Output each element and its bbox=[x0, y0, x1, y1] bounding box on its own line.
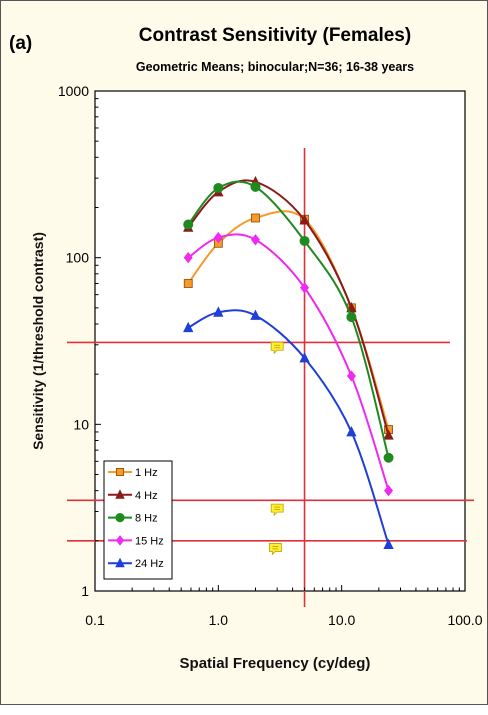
legend-label: 8 Hz bbox=[135, 513, 158, 525]
data-point bbox=[213, 231, 223, 244]
comment-icon bbox=[270, 341, 284, 355]
data-point bbox=[346, 370, 356, 382]
y-tick-label: 1000 bbox=[58, 83, 89, 99]
series-layer bbox=[183, 175, 394, 549]
x-tick-label: 1.0 bbox=[209, 612, 229, 628]
legend-entry: 24 Hz bbox=[108, 557, 164, 570]
data-point bbox=[183, 252, 193, 264]
axis-ticks: 0.1 1.0 10.0 100.0 1 10 100 1000 bbox=[58, 83, 483, 628]
data-point bbox=[384, 485, 394, 497]
legend-label: 4 Hz bbox=[135, 490, 158, 502]
legend-label: 1 Hz bbox=[135, 467, 158, 479]
legend-entry: 8 Hz bbox=[108, 513, 158, 525]
data-point bbox=[213, 182, 224, 193]
contrast-sensitivity-chart: (a) Contrast Sensitivity (Females) Geome… bbox=[9, 25, 483, 672]
data-point bbox=[183, 219, 194, 230]
series-15-hz bbox=[183, 231, 394, 497]
legend-label: 15 Hz bbox=[135, 535, 164, 547]
legend-entry: 4 Hz bbox=[108, 489, 158, 502]
legend-marker bbox=[115, 489, 125, 499]
comment-markers bbox=[268, 341, 284, 556]
legend-entry: 1 Hz bbox=[108, 467, 158, 479]
data-point bbox=[183, 279, 193, 288]
y-tick-label: 10 bbox=[73, 416, 89, 432]
data-point bbox=[383, 538, 394, 549]
x-tick-label: 10.0 bbox=[328, 612, 355, 628]
x-tick-label: 0.1 bbox=[85, 612, 105, 628]
chart-subtitle: Geometric Means; binocular;N=36; 16-38 y… bbox=[136, 60, 414, 74]
series-8-hz bbox=[183, 180, 394, 463]
panel-label: (a) bbox=[9, 33, 32, 54]
data-point bbox=[251, 213, 260, 223]
data-point bbox=[299, 235, 310, 246]
data-point bbox=[250, 309, 261, 320]
chart-title: Contrast Sensitivity (Females) bbox=[139, 25, 411, 46]
data-point bbox=[299, 352, 310, 363]
x-axis-title: Spatial Frequency (cy/deg) bbox=[180, 655, 371, 672]
legend-label: 24 Hz bbox=[135, 558, 164, 570]
y-tick-label: 1 bbox=[81, 583, 89, 599]
data-point bbox=[300, 282, 310, 294]
comment-icon bbox=[268, 543, 282, 556]
legend-marker bbox=[115, 535, 125, 546]
data-point bbox=[383, 452, 394, 463]
y-tick-label: 100 bbox=[66, 250, 90, 266]
legend-marker bbox=[115, 512, 125, 523]
data-point bbox=[250, 234, 260, 246]
legend-marker bbox=[116, 467, 125, 476]
legend-entry: 15 Hz bbox=[108, 535, 164, 547]
data-point bbox=[250, 181, 261, 192]
legend-box bbox=[103, 460, 173, 580]
data-point bbox=[346, 426, 357, 437]
data-point bbox=[183, 321, 194, 333]
comment-icon bbox=[270, 503, 284, 517]
y-axis-title: Sensitivity (1/threshold contrast) bbox=[30, 232, 46, 450]
data-point bbox=[299, 214, 310, 225]
legend-marker bbox=[115, 557, 125, 568]
legend: 1 Hz 4 Hz 8 Hz 15 Hz 24 Hz bbox=[103, 460, 173, 580]
x-tick-label: 100.0 bbox=[447, 612, 482, 628]
data-point bbox=[346, 312, 357, 323]
data-point bbox=[213, 306, 224, 317]
series-24-hz bbox=[183, 306, 394, 549]
data-point bbox=[383, 429, 394, 440]
